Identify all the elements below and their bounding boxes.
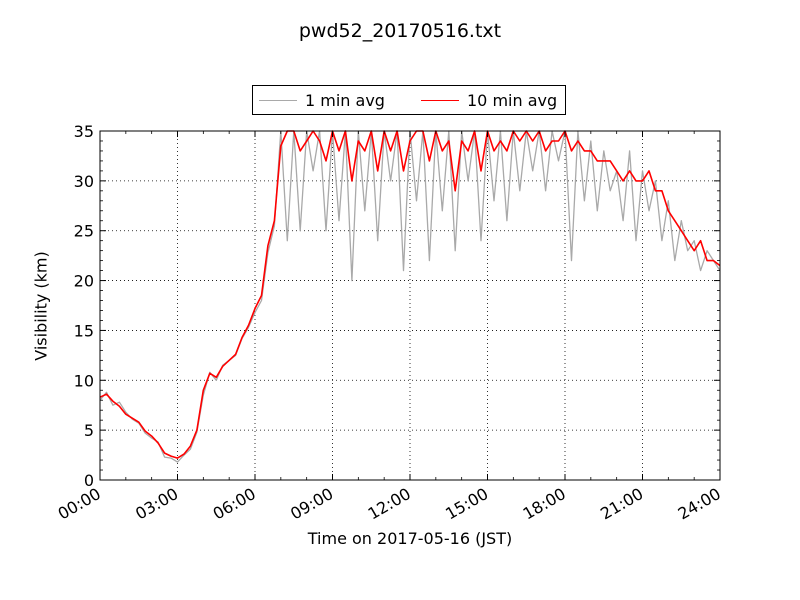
x-tick-label: 15:00 [442,484,491,524]
series-line-10-min-avg [99,130,721,459]
x-tick-label: 06:00 [210,484,259,524]
y-tick-label: 10 [74,371,94,390]
chart-title: pwd52_20170516.txt [298,20,502,42]
tick-labels: 0 5 10 15 20 25 30 35 00:00 03:00 06:00 09:00 12:00 1… [55,122,724,524]
x-tick-label: 12:00 [365,484,414,524]
y-tick-label: 30 [74,172,94,191]
x-tick-label: 03:00 [132,484,181,524]
y-tick-label: 5 [84,421,94,440]
x-tick-label: 24:00 [675,484,724,524]
x-tick-label: 09:00 [287,484,336,524]
x-tick-label: 18:00 [520,484,569,524]
y-tick-label: 15 [74,321,94,340]
x-axis-label: Time on 2017-05-16 (JST) [307,529,513,548]
legend-swatch-10-min-avg [421,100,459,101]
grid [100,131,720,480]
x-tick-label: 21:00 [597,484,646,524]
x-tick-label: 00:00 [55,484,104,524]
legend: 1 min avg 10 min avg [252,85,566,115]
ticks [99,130,721,481]
y-tick-label: 35 [74,122,94,141]
legend-swatch-1-min-avg [259,100,297,101]
y-axis-label: Visibility (km) [31,251,51,361]
y-tick-label: 20 [74,272,94,291]
legend-label-1-min-avg: 1 min avg [305,91,385,110]
y-tick-label: 25 [74,222,94,241]
legend-label-10-min-avg: 10 min avg [467,91,558,110]
y-tick-label: 0 [84,471,94,490]
